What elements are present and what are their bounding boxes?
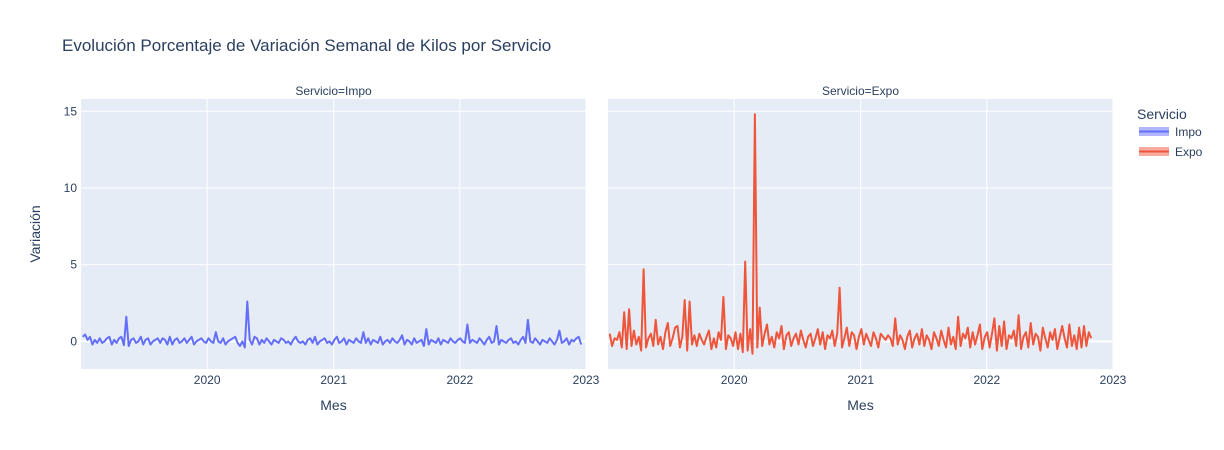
x-tick-label: 2020 xyxy=(194,373,221,387)
legend-label-impo: Impo xyxy=(1175,125,1202,139)
y-axis-title: Variación xyxy=(27,205,43,262)
x-tick-label: 2020 xyxy=(721,373,748,387)
x-tick-label: 2021 xyxy=(847,373,874,387)
legend: Servicio Impo Expo xyxy=(1137,106,1203,159)
legend-label-expo: Expo xyxy=(1175,145,1203,159)
y-tick-label: 5 xyxy=(70,258,77,272)
facet-label-impo: Servicio=Impo xyxy=(295,84,372,98)
x-tick-label: 2023 xyxy=(573,373,600,387)
x-tick-label: 2023 xyxy=(1100,373,1127,387)
y-tick-label: 0 xyxy=(70,334,77,348)
facet-panel-expo: 2020 2021 2022 2023 Servicio=Expo Mes xyxy=(608,84,1127,413)
x-tick-label: 2021 xyxy=(320,373,347,387)
x-tick-label: 2022 xyxy=(973,373,1000,387)
legend-item-expo[interactable]: Expo xyxy=(1139,145,1203,159)
legend-item-impo[interactable]: Impo xyxy=(1139,125,1202,139)
legend-title: Servicio xyxy=(1137,106,1187,122)
series-line-expo[interactable] xyxy=(608,113,1093,355)
chart-title: Evolución Porcentaje de Variación Semana… xyxy=(62,36,551,55)
facet-panel-impo: 2020 2021 2022 2023 0 5 10 15 Servicio=Impo Mes xyxy=(64,84,600,413)
facet-label-expo: Servicio=Expo xyxy=(822,84,899,98)
y-tick-label: 10 xyxy=(64,181,78,195)
x-tick-label: 2022 xyxy=(446,373,473,387)
series-line-impo[interactable] xyxy=(82,300,583,349)
y-tick-label: 15 xyxy=(64,104,78,118)
x-axis-title: Mes xyxy=(320,397,346,413)
x-axis-title: Mes xyxy=(847,397,873,413)
